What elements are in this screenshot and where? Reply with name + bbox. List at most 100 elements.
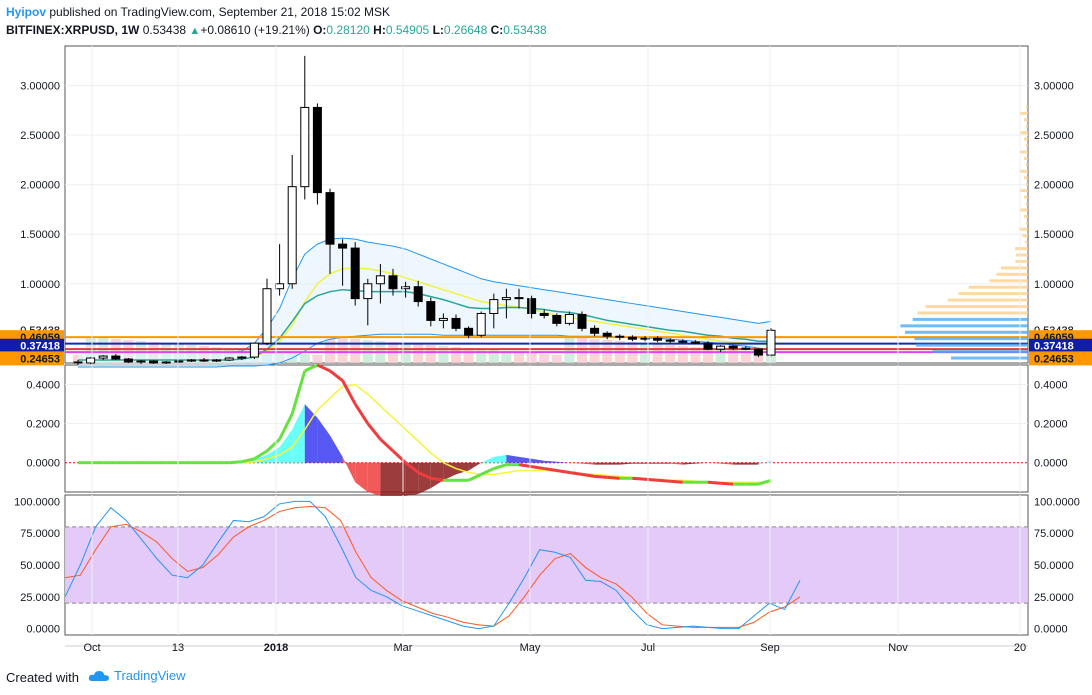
volume-profile-bar (1015, 253, 1028, 257)
low-label: L: (432, 23, 444, 37)
macd-line-segment (290, 370, 307, 415)
macd-line-segment (253, 449, 268, 461)
macd-line-segment (757, 478, 772, 486)
volume-profile-bar (1023, 156, 1028, 160)
macd-line-segment (341, 379, 357, 405)
price-label-bg-left (0, 338, 64, 353)
macd-histogram-segment (745, 462, 759, 465)
chart-area[interactable]: 3.00000 3.00000 2.50000 2.50000 2.00000 2.000… (0, 0, 1092, 665)
macd-line-segment (556, 469, 570, 474)
macd-histogram-segment (582, 462, 595, 465)
volume-bar (451, 347, 461, 363)
stoch-pane[interactable]: 100.0000 100.0000 75.0000 75.0000 50.0000 50.… (14, 496, 1080, 635)
candle-body (716, 345, 726, 350)
volume-profile-bar (1023, 176, 1028, 180)
candle-body (552, 314, 562, 324)
candle-body (476, 312, 486, 336)
volume-bar (766, 353, 776, 363)
candle-body (123, 358, 133, 363)
candle-body (388, 275, 398, 290)
candle-body (262, 288, 272, 344)
price-pane[interactable]: 3.00000 3.00000 2.50000 2.50000 2.00000 2.000… (0, 55, 1092, 368)
macd-line-segment (316, 363, 331, 373)
low-value: 0.26648 (443, 23, 488, 37)
candle-body (199, 359, 209, 362)
candle-body (539, 312, 549, 316)
price-label-left: 0.24653 (20, 353, 60, 365)
candle-body (489, 299, 499, 314)
candle-body (212, 359, 222, 362)
y-tick-label-right: 2.50000 (1034, 130, 1074, 142)
macd-histogram-segment (594, 462, 608, 465)
macd-line-segment (707, 480, 721, 485)
volume-bar (728, 350, 739, 363)
candle-body (136, 360, 146, 363)
candle-body (413, 286, 423, 303)
macd-line-segment (278, 413, 294, 440)
candle-body (426, 301, 436, 321)
volume-bar (350, 339, 361, 363)
y-tick-label-left: 0.0000 (26, 624, 60, 636)
y-tick-label-right: 0.0000 (1034, 458, 1068, 470)
volume-bar (463, 348, 474, 363)
macd-histogram-segment (670, 462, 683, 465)
volume-bar (677, 346, 688, 363)
tradingview-link[interactable]: TradingView (88, 668, 186, 683)
volume-bar (690, 347, 701, 363)
macd-line-segment (720, 481, 734, 486)
price-label-bg-right (1029, 351, 1092, 366)
macd-line-segment (644, 477, 658, 482)
price-label-left: 0.37418 (20, 341, 60, 353)
y-tick-label-left: 0.0000 (26, 458, 60, 470)
macd-histogram-segment (682, 462, 696, 465)
price-label-bg-right (1029, 338, 1092, 353)
macd-pane[interactable]: 0.4000 0.4000 0.2000 0.2000 0.0000 0.0000 (26, 363, 1068, 496)
macd-line-segment (353, 403, 370, 425)
volume-bar (488, 350, 499, 363)
macd-line-segment (632, 476, 646, 481)
candle-body (224, 357, 234, 361)
volume-profile-bar (917, 311, 1028, 315)
y-tick-label-right: 50.0000 (1034, 560, 1074, 572)
volume-profile-bar (932, 350, 1028, 354)
price-change: +0.08610 (+19.21%) (200, 23, 310, 37)
volume-bar (551, 355, 562, 363)
macd-histogram-segment (430, 462, 444, 489)
pane-frame-macd (64, 364, 1029, 493)
volume-profile-bar (1000, 266, 1028, 270)
macd-line-segment (670, 479, 683, 484)
candle-body (174, 360, 184, 363)
time-axis[interactable]: Oct 13 2018 Mar May Jul Sep Nov 20 (83, 46, 1026, 654)
macd-line-segment (404, 461, 420, 474)
macd-histogram-segment (657, 462, 671, 464)
volume-bar (438, 346, 449, 363)
macd-line-segment (329, 369, 344, 382)
macd-histogram-segment (695, 462, 708, 464)
y-tick-label-left: 0.4000 (26, 380, 60, 392)
y-tick-label-left: 100.0000 (14, 496, 60, 508)
volume-bar (703, 348, 713, 363)
candle-body (249, 342, 259, 358)
candle-body (287, 186, 297, 285)
candle-body (275, 283, 285, 290)
macd-line-segment (417, 471, 432, 480)
candle-body (338, 243, 348, 249)
y-tick-label-right: 25.0000 (1034, 592, 1074, 604)
publish-line: Hyipov published on TradingView.com, Sep… (6, 5, 390, 19)
volume-profile-bar (1020, 150, 1028, 154)
candle-body (766, 329, 776, 356)
y-tick-label-left: 0.2000 (26, 419, 60, 431)
volume-profile-bar (947, 298, 1028, 302)
y-tick-label-left: 1.50000 (20, 229, 60, 241)
author-link[interactable]: Hyipov (6, 5, 47, 19)
candle-body (237, 356, 247, 359)
macd-histogram-segment (456, 462, 469, 475)
volume-bar (514, 352, 524, 363)
macd-histogram-segment (632, 462, 645, 464)
candle-body (640, 337, 650, 340)
tradingview-brand: TradingView (114, 668, 186, 683)
macd-histogram-segment (367, 462, 381, 496)
y-tick-label-left: 1.00000 (20, 279, 60, 291)
volume-profile-bar (1020, 131, 1028, 135)
candle-body (375, 275, 385, 285)
